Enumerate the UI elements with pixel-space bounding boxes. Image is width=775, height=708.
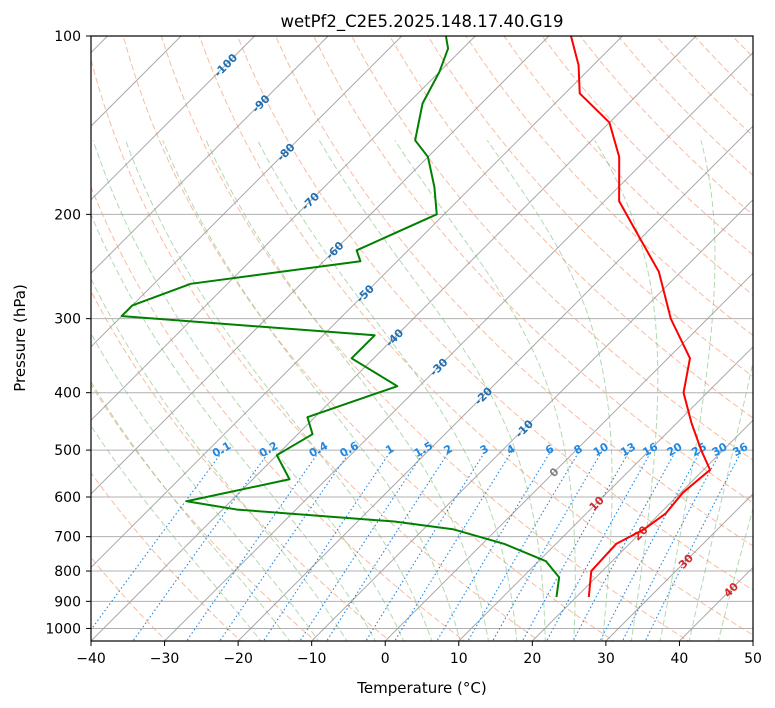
dry-adiabat (91, 185, 466, 641)
mixing-ratio-line (219, 449, 352, 641)
profile-series (120, 36, 712, 598)
skewed-isotherm (310, 198, 753, 641)
skewed-isotherm (384, 272, 753, 641)
moist-adiabat (318, 140, 546, 641)
moist-adiabat (162, 140, 461, 641)
y-tick-label: 700 (54, 530, 81, 546)
plot-background (91, 36, 753, 641)
chart-title: wetPf2_C2E5.2025.148.17.40.G19 (280, 12, 563, 32)
moist-adiabat (659, 140, 716, 641)
y-axis-title: Pressure (hPa) (11, 284, 29, 392)
plot-frame (90, 35, 754, 642)
y-tick-label: 900 (54, 594, 81, 610)
x-tick-label: −30 (150, 651, 180, 667)
skewed-isotherm (91, 36, 624, 569)
moist-adiabat (125, 140, 433, 641)
y-tick-label: 400 (54, 386, 81, 402)
y-tick-label: 800 (54, 564, 81, 580)
x-axis-ticks: −40 −30 −20 −10 0 10 20 30 40 50 (76, 641, 762, 667)
dry-adiabat (275, 36, 753, 547)
x-tick-label: −10 (297, 651, 327, 667)
moist-adiabat (91, 332, 320, 641)
dry-adiabat (236, 36, 753, 591)
dry-adiabat (313, 36, 753, 504)
mixing-ratio-line (599, 449, 702, 641)
skewed-isotherm (91, 36, 697, 641)
moist-adiabat (92, 140, 405, 641)
dry-adiabat (91, 556, 167, 641)
skewed-isotherm (91, 36, 403, 348)
mixing-ratio-line (572, 449, 677, 641)
mixing-ratio-line (394, 449, 514, 641)
mixing-ratio-line (467, 449, 581, 641)
y-tick-label: 300 (54, 312, 81, 328)
dry-adiabat (427, 36, 753, 378)
dewpoint-profile-line (120, 36, 561, 598)
moist-adiabats (91, 140, 753, 641)
moist-adiabat (257, 140, 518, 641)
mixing-ratio-line (262, 449, 392, 641)
x-tick-label: −20 (223, 651, 253, 667)
skewed-isotherm (91, 36, 550, 495)
mixing-ratio-line (365, 449, 487, 641)
skewed-isotherm (163, 51, 753, 641)
x-axis-title: Temperature (°C) (356, 679, 486, 697)
skewed-isotherm (458, 346, 753, 641)
dry-adiabat (465, 36, 753, 337)
moist-adiabat (205, 140, 489, 641)
y-tick-label: 600 (54, 490, 81, 506)
mixing-ratio-lines (91, 449, 743, 641)
mixing-ratio-line (299, 449, 426, 641)
skewed-isotherm (605, 493, 753, 641)
y-axis-ticks: 100 200 300 400 500 600 700 800 900 1000 (45, 29, 91, 637)
y-tick-label: 100 (54, 29, 81, 45)
dry-adiabat (351, 36, 753, 461)
pressure-gridlines (91, 36, 753, 629)
x-tick-label: 10 (450, 651, 468, 667)
dry-adiabat (770, 36, 775, 643)
x-tick-label: 40 (671, 651, 689, 667)
skewed-isotherm (91, 36, 477, 422)
mixing-ratio-line (185, 449, 321, 641)
y-tick-label: 1000 (45, 621, 81, 637)
dry-adiabat (122, 36, 615, 641)
mixing-ratio-line (621, 449, 722, 641)
moist-adiabat (91, 213, 376, 641)
skewed-isotherm (91, 36, 256, 201)
moist-adiabat (594, 140, 659, 641)
x-tick-label: −40 (76, 651, 106, 667)
skewed-isotherm (531, 419, 753, 641)
dry-adiabat (91, 471, 242, 641)
skewed-isotherm (752, 640, 753, 641)
x-tick-label: 50 (744, 651, 762, 667)
moist-adiabat (91, 380, 291, 641)
mixing-ratio-line (91, 449, 224, 631)
x-tick-label: 30 (597, 651, 615, 667)
y-tick-label: 500 (54, 443, 81, 459)
dry-adiabat (91, 57, 541, 641)
dry-adiabat (160, 36, 690, 641)
mixing-ratio-line (132, 449, 271, 641)
moist-adiabat (717, 506, 753, 641)
y-tick-label: 200 (54, 207, 81, 223)
moist-adiabat (486, 140, 613, 641)
x-tick-label: 20 (523, 651, 541, 667)
dry-adiabat (91, 290, 391, 641)
temperature-profile-line (569, 36, 712, 598)
moist-adiabat (688, 359, 753, 641)
x-tick-label: 0 (381, 651, 390, 667)
dry-adiabat (198, 36, 753, 636)
skewed-isotherm (91, 36, 329, 274)
moist-adiabat (394, 140, 576, 641)
moist-adiabat (91, 277, 348, 641)
mixing-ratio-line (326, 449, 451, 641)
